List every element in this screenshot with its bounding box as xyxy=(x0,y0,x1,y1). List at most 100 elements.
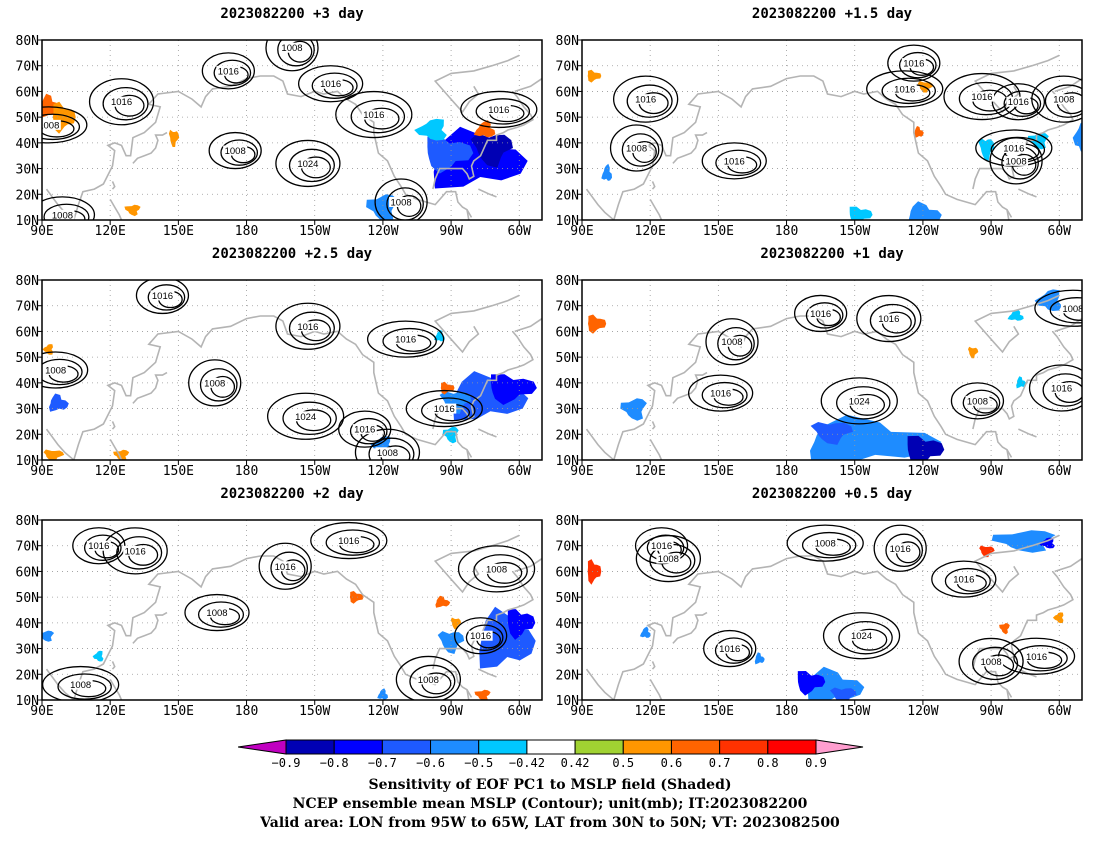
coastline xyxy=(593,470,613,480)
contour-label: 1008 xyxy=(391,198,412,209)
colorbar-label: −0.6 xyxy=(416,756,445,770)
x-tick-label: 60W xyxy=(1048,224,1072,239)
contour-label: 1016 xyxy=(354,425,375,436)
sensitivity-shading xyxy=(587,559,602,585)
isobar-contour xyxy=(1028,364,1082,412)
coastline xyxy=(649,438,663,460)
coastline xyxy=(649,678,663,700)
x-tick-label: 120W xyxy=(907,464,938,479)
isobar-contour xyxy=(1042,373,1082,407)
colorbar-label: −0.9 xyxy=(271,756,301,770)
sensitivity-shading xyxy=(479,606,536,669)
contour-label: 1016 xyxy=(719,644,740,655)
y-tick-label: 40N xyxy=(16,137,39,152)
x-tick-label: 150E xyxy=(703,704,734,719)
sensitivity-shading xyxy=(42,630,55,642)
contour-label: 1016 xyxy=(1026,652,1047,663)
x-tick-label: 180 xyxy=(235,464,258,479)
isobar-contour xyxy=(282,401,337,436)
coastline xyxy=(109,438,123,460)
contour-label-bg xyxy=(293,411,318,422)
y-tick-label: 70N xyxy=(16,540,39,555)
isobar-contour xyxy=(881,77,936,105)
contour-label-bg xyxy=(633,94,658,105)
map-panel: 2023082200 +1 day 1016 1016 1008 1008 1016 10… xyxy=(540,240,1100,480)
isobar-contour xyxy=(382,327,437,355)
isobar-contour xyxy=(220,139,259,166)
colorbar-swatches xyxy=(238,739,864,755)
x-tick-label: 90W xyxy=(979,464,1003,479)
contour-label: 1024 xyxy=(295,412,316,423)
sensitivity-shading xyxy=(1052,612,1064,624)
contour-label: 1024 xyxy=(849,396,870,407)
coastline xyxy=(433,54,520,114)
isobar-contour xyxy=(898,51,937,79)
contour-label: 1016 xyxy=(1008,97,1029,108)
colorbar-label: −0.5 xyxy=(464,756,494,770)
sensitivity-shading xyxy=(414,118,447,141)
isobar-contour xyxy=(715,149,762,177)
map-panels: 2023082200 +3 day 1016 1016 1008 1008 1016 10… xyxy=(16,0,1100,719)
contour-label: 1016 xyxy=(651,541,672,552)
contour-label-bg xyxy=(1001,143,1026,153)
contour-label-bg xyxy=(951,574,976,585)
isobar-contour xyxy=(83,534,122,561)
x-tick-label: 90E xyxy=(30,464,53,479)
panel-title: 2023082200 +0.5 day xyxy=(751,486,913,502)
contour-label-bg xyxy=(1024,651,1049,662)
contour-label-bg xyxy=(42,119,61,130)
contour-label: 1016 xyxy=(111,97,132,108)
sensitivity-shading xyxy=(349,591,364,604)
contour-label: 1016 xyxy=(890,544,911,555)
y-tick-label: 60N xyxy=(556,565,579,580)
coastline xyxy=(109,678,123,700)
sensitivity-shading xyxy=(437,631,465,654)
caption-line: Sensitivity of EOF PC1 to MSLP field (Sh… xyxy=(368,777,732,793)
y-tick-label: 60N xyxy=(556,85,579,100)
isobar-contour xyxy=(275,302,341,350)
sensitivity-shading xyxy=(450,617,462,630)
y-tick-label: 30N xyxy=(556,643,579,658)
x-tick-label: 150E xyxy=(163,464,194,479)
isobar-contour xyxy=(943,72,1021,121)
sensitivity-shading xyxy=(588,314,607,334)
isobar-contour xyxy=(962,389,1001,417)
isobar-contour xyxy=(135,280,190,315)
sensitivity-shading xyxy=(991,530,1056,553)
map-plot: 1016 1016 1008 1008 1016 1024 1008 1016 10N 20N 30… xyxy=(556,274,1083,480)
y-tick-label: 40N xyxy=(556,377,579,392)
coastline xyxy=(651,181,656,190)
isobar-contour xyxy=(887,44,941,82)
contour-label: 1016 xyxy=(635,95,656,106)
map-frame xyxy=(581,39,1083,221)
contour-label-bg xyxy=(717,643,742,654)
y-tick-label: 80N xyxy=(556,274,579,289)
contour-label-bg xyxy=(892,83,917,94)
contour-label-bg xyxy=(68,679,93,690)
isobar-contour xyxy=(42,196,96,220)
coastline xyxy=(651,421,656,430)
contour-label: 1008 xyxy=(52,210,73,221)
isobar-contour xyxy=(687,374,754,412)
x-tick-label: 90E xyxy=(30,704,53,719)
y-tick-label: 70N xyxy=(16,60,39,75)
map-frame xyxy=(581,279,1083,461)
map-panel: 2023082200 +1.5 day 1016 1016 1016 1008 1016… xyxy=(540,0,1100,240)
contour-label: 1016 xyxy=(894,84,915,95)
contour-label-bg xyxy=(876,313,901,324)
colorbar: −0.9 −0.8 −0.7 −0.6 −0.5 −0.42 0.42 0.5 0.6 0.7 0.… xyxy=(238,738,864,774)
sensitivity-shading xyxy=(92,650,104,662)
x-tick-label: 120E xyxy=(95,224,126,239)
contour-label-bg xyxy=(1006,96,1031,107)
sensitivity-shading xyxy=(978,138,995,162)
y-tick-label: 10N xyxy=(16,214,39,229)
sensitivity-shading xyxy=(427,136,474,174)
coastline xyxy=(1018,428,1037,438)
isobar-contour xyxy=(703,629,757,668)
y-tick-label: 30N xyxy=(16,163,39,178)
map-frame xyxy=(581,519,1083,701)
contour-label: 1016 xyxy=(297,322,318,333)
contour-label: 1008 xyxy=(815,539,836,550)
contour-label: 1008 xyxy=(486,564,507,575)
